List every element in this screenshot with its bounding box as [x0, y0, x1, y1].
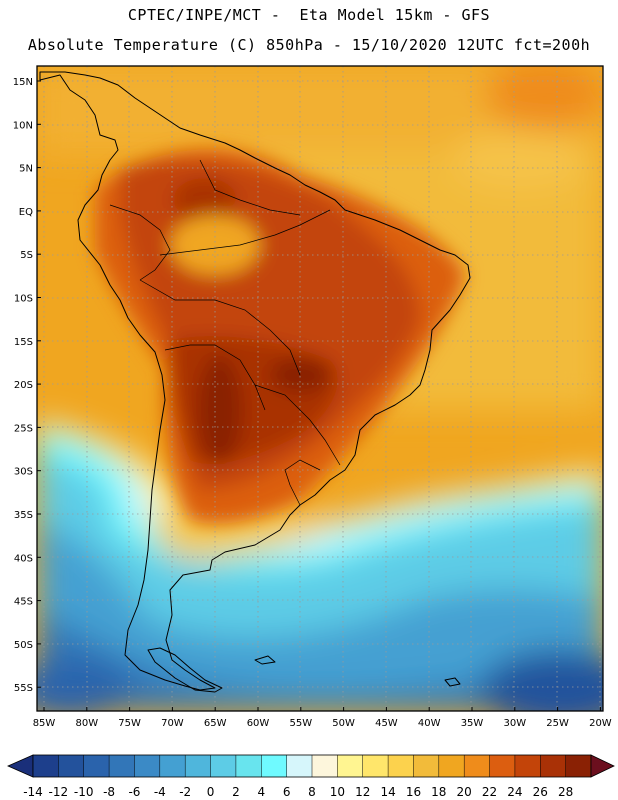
lon-label: 50W	[332, 718, 355, 729]
colorbar-swatch	[33, 755, 59, 777]
colorbar-swatch	[109, 755, 135, 777]
colorbar-swatch	[134, 755, 161, 777]
colorbar-label: -12	[49, 785, 69, 799]
colorbar-label: -4	[154, 785, 166, 799]
colorbar-swatch	[464, 755, 490, 777]
lon-label: 45W	[375, 718, 398, 729]
lat-label: 15N	[13, 77, 33, 88]
map-title-line2: Absolute Temperature (C) 850hPa - 15/10/…	[27, 36, 591, 54]
colorbar-label: -8	[103, 785, 115, 799]
colorbar-label: 14	[380, 785, 395, 799]
lat-label: 15S	[14, 337, 33, 348]
lon-label: 25W	[546, 718, 569, 729]
colorbar-swatch	[286, 755, 313, 777]
lat-label: 5S	[20, 250, 33, 261]
colorbar-swatch	[388, 755, 414, 777]
colorbar-label: 28	[558, 785, 573, 799]
colorbar-swatch	[185, 755, 211, 777]
colorbar-swatch	[413, 755, 440, 777]
colorbar-swatch	[261, 755, 287, 777]
colorbar-label: 2	[232, 785, 240, 799]
colorbar-label: 18	[431, 785, 446, 799]
lon-label: 80W	[75, 718, 98, 729]
lon-label: 35W	[461, 718, 484, 729]
lat-label: 35S	[14, 510, 33, 521]
lat-label: 10N	[13, 120, 33, 131]
lon-label: 85W	[33, 718, 56, 729]
colorbar-label: 0	[207, 785, 215, 799]
colorbar-label: -14	[23, 785, 43, 799]
colorbar-swatch	[235, 755, 262, 777]
colorbar-swatch	[438, 755, 465, 777]
lon-label: 65W	[204, 718, 227, 729]
colorbar-label: 4	[257, 785, 265, 799]
colorbar-label: 26	[533, 785, 548, 799]
lat-label: 5N	[19, 164, 33, 175]
map-title-line1: CPTEC/INPE/MCT - Eta Model 15km - GFS	[127, 6, 491, 24]
colorbar-label: 20	[457, 785, 472, 799]
lat-label: 45S	[14, 597, 33, 608]
lat-label: EQ	[19, 207, 33, 218]
colorbar-swatch	[362, 755, 389, 777]
country-borders	[109, 159, 341, 506]
lat-label: 55S	[14, 683, 33, 694]
colorbar-label: -10	[74, 785, 94, 799]
colorbar-label: 24	[507, 785, 522, 799]
colorbar-label: 6	[283, 785, 291, 799]
colorbar-swatch	[210, 755, 237, 777]
colorbar-over-arrow	[590, 754, 615, 778]
colorbar	[7, 754, 615, 778]
lat-label: 20S	[14, 380, 33, 391]
colorbar-label: -6	[128, 785, 140, 799]
lat-label: 50S	[14, 640, 33, 651]
colorbar-swatch	[540, 755, 566, 777]
lat-label: 30S	[14, 467, 33, 478]
colorbar-under-arrow	[7, 754, 34, 778]
lat-label: 10S	[14, 294, 33, 305]
lon-label: 40W	[418, 718, 441, 729]
lat-label: 25S	[14, 423, 33, 434]
colorbar-label: 12	[355, 785, 370, 799]
colorbar-swatch	[514, 755, 541, 777]
lon-label: 20W	[589, 718, 612, 729]
lon-label: 55W	[289, 718, 312, 729]
lon-label: 30W	[503, 718, 526, 729]
colorbar-label: 10	[330, 785, 345, 799]
lon-label: 70W	[161, 718, 184, 729]
lat-label: 40S	[14, 553, 33, 564]
map-frame	[36, 65, 604, 712]
coastline	[39, 71, 471, 693]
colorbar-swatch	[159, 755, 186, 777]
colorbar-swatch	[337, 755, 364, 777]
colorbar-swatch	[83, 755, 110, 777]
colorbar-label: 8	[308, 785, 316, 799]
temperature-field	[37, 66, 603, 711]
colorbar-swatch	[312, 755, 338, 777]
latitude-labels: 15N 10N 5N EQ 5S 10S 15S 20S 25S 30S 35S 40S 45S 50S 5…	[13, 77, 41, 694]
colorbar-swatch	[565, 755, 592, 777]
colorbar-swatch	[489, 755, 516, 777]
colorbar-label: -2	[179, 785, 191, 799]
lon-label: 75W	[118, 718, 141, 729]
longitude-labels: 85W 80W 75W 70W 65W 60W 55W 50W 45W 40W 35W 30W 25W 2…	[33, 707, 612, 729]
lon-label: 60W	[247, 718, 270, 729]
colorbar-swatch	[58, 755, 85, 777]
colorbar-label: 22	[482, 785, 497, 799]
colorbar-label: 16	[406, 785, 421, 799]
colorbar-labels: -14 -12 -10 -8 -6 -4 -2 0 2 4 6 8 10 12 14 16 18 20 22 24 26…	[23, 785, 573, 799]
